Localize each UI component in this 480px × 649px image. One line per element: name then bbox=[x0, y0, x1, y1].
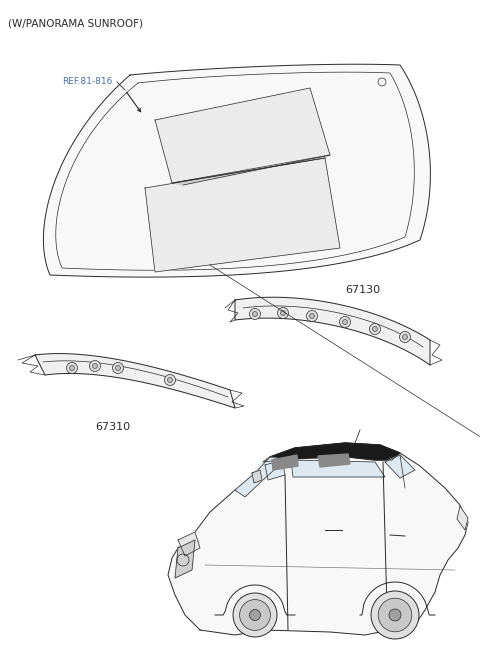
Circle shape bbox=[339, 317, 350, 328]
Polygon shape bbox=[43, 64, 431, 277]
Circle shape bbox=[372, 326, 377, 332]
Circle shape bbox=[250, 609, 261, 620]
Polygon shape bbox=[172, 155, 330, 185]
Circle shape bbox=[93, 363, 97, 369]
Circle shape bbox=[168, 378, 172, 382]
Circle shape bbox=[89, 360, 100, 371]
Text: (W/PANORAMA SUNROOF): (W/PANORAMA SUNROOF) bbox=[8, 18, 143, 28]
Text: REF.81-816: REF.81-816 bbox=[62, 77, 112, 86]
Circle shape bbox=[307, 310, 317, 321]
Circle shape bbox=[399, 332, 410, 343]
Polygon shape bbox=[175, 540, 195, 578]
Polygon shape bbox=[265, 460, 285, 480]
Circle shape bbox=[165, 374, 176, 386]
Circle shape bbox=[277, 308, 288, 319]
Circle shape bbox=[240, 600, 270, 630]
Polygon shape bbox=[252, 470, 262, 483]
Polygon shape bbox=[385, 455, 415, 478]
Polygon shape bbox=[35, 354, 235, 408]
Polygon shape bbox=[457, 506, 468, 530]
Polygon shape bbox=[235, 297, 430, 365]
Circle shape bbox=[280, 310, 286, 315]
Circle shape bbox=[252, 312, 257, 317]
Polygon shape bbox=[145, 158, 340, 272]
Circle shape bbox=[233, 593, 277, 637]
Circle shape bbox=[67, 363, 77, 374]
Circle shape bbox=[403, 334, 408, 339]
Polygon shape bbox=[155, 88, 330, 183]
Text: 67130: 67130 bbox=[345, 285, 380, 295]
Polygon shape bbox=[291, 460, 385, 477]
Polygon shape bbox=[235, 457, 285, 497]
Circle shape bbox=[371, 591, 419, 639]
Circle shape bbox=[378, 598, 412, 631]
Circle shape bbox=[70, 365, 74, 371]
Polygon shape bbox=[318, 454, 350, 467]
Circle shape bbox=[343, 319, 348, 324]
Polygon shape bbox=[263, 443, 400, 462]
Polygon shape bbox=[247, 457, 270, 478]
Circle shape bbox=[389, 609, 401, 621]
Text: 67310: 67310 bbox=[95, 422, 130, 432]
Circle shape bbox=[112, 363, 123, 374]
Circle shape bbox=[250, 308, 261, 319]
Polygon shape bbox=[272, 455, 298, 470]
Polygon shape bbox=[178, 532, 200, 556]
Circle shape bbox=[370, 323, 381, 334]
Circle shape bbox=[116, 365, 120, 371]
Polygon shape bbox=[168, 443, 468, 635]
Circle shape bbox=[310, 313, 314, 319]
